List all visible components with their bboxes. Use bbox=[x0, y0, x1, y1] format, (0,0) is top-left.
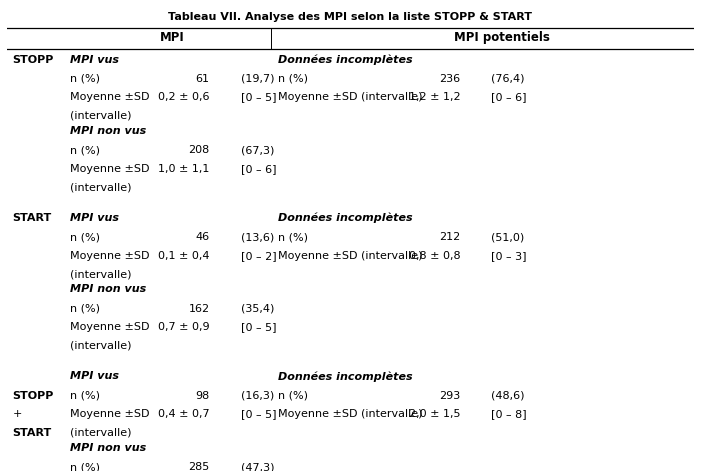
Text: Moyenne ±SD: Moyenne ±SD bbox=[70, 409, 150, 419]
Text: 162: 162 bbox=[189, 304, 210, 314]
Text: n (%): n (%) bbox=[278, 74, 308, 84]
Text: Données incomplètes: Données incomplètes bbox=[278, 371, 413, 382]
Text: MPI non vus: MPI non vus bbox=[70, 126, 147, 136]
Text: Données incomplètes: Données incomplètes bbox=[278, 213, 413, 223]
Text: (47,3): (47,3) bbox=[240, 462, 274, 471]
Text: (76,4): (76,4) bbox=[491, 74, 525, 84]
Text: (intervalle): (intervalle) bbox=[70, 341, 132, 351]
Text: Moyenne ±SD (intervalle): Moyenne ±SD (intervalle) bbox=[278, 409, 423, 419]
Text: (intervalle): (intervalle) bbox=[70, 428, 132, 438]
Text: (35,4): (35,4) bbox=[240, 304, 274, 314]
Text: (13,6): (13,6) bbox=[240, 232, 274, 242]
Text: n (%): n (%) bbox=[70, 146, 100, 155]
Text: MPI potentiels: MPI potentiels bbox=[454, 31, 550, 43]
Text: n (%): n (%) bbox=[70, 232, 100, 242]
Text: 0,7 ± 0,9: 0,7 ± 0,9 bbox=[158, 322, 210, 332]
Text: START: START bbox=[13, 428, 52, 438]
Text: 0,8 ± 0,8: 0,8 ± 0,8 bbox=[409, 251, 461, 261]
Text: Moyenne ±SD: Moyenne ±SD bbox=[70, 92, 150, 102]
Text: [0 – 6]: [0 – 6] bbox=[240, 164, 276, 174]
Text: [0 – 5]: [0 – 5] bbox=[240, 92, 276, 102]
Text: 285: 285 bbox=[189, 462, 210, 471]
Text: MPI vus: MPI vus bbox=[70, 55, 119, 65]
Text: MPI non vus: MPI non vus bbox=[70, 443, 147, 453]
Text: Données incomplètes: Données incomplètes bbox=[278, 55, 413, 65]
Text: [0 – 2]: [0 – 2] bbox=[240, 251, 276, 261]
Text: START: START bbox=[13, 213, 52, 223]
Text: n (%): n (%) bbox=[70, 462, 100, 471]
Text: 0,1 ± 0,4: 0,1 ± 0,4 bbox=[158, 251, 210, 261]
Text: +: + bbox=[13, 409, 22, 419]
Text: [0 – 5]: [0 – 5] bbox=[240, 409, 276, 419]
Text: MPI: MPI bbox=[160, 31, 184, 43]
Text: (16,3): (16,3) bbox=[240, 390, 274, 401]
Text: n (%): n (%) bbox=[70, 390, 100, 401]
Text: 208: 208 bbox=[189, 146, 210, 155]
Text: Moyenne ±SD: Moyenne ±SD bbox=[70, 251, 150, 261]
Text: Moyenne ±SD: Moyenne ±SD bbox=[70, 164, 150, 174]
Text: Moyenne ±SD (intervalle): Moyenne ±SD (intervalle) bbox=[278, 92, 423, 102]
Text: (19,7): (19,7) bbox=[240, 74, 274, 84]
Text: (intervalle): (intervalle) bbox=[70, 269, 132, 279]
Text: n (%): n (%) bbox=[278, 232, 308, 242]
Text: n (%): n (%) bbox=[70, 74, 100, 84]
Text: 61: 61 bbox=[196, 74, 210, 84]
Text: STOPP: STOPP bbox=[13, 390, 54, 401]
Text: [0 – 6]: [0 – 6] bbox=[491, 92, 527, 102]
Text: (51,0): (51,0) bbox=[491, 232, 524, 242]
Text: [0 – 5]: [0 – 5] bbox=[240, 322, 276, 332]
Text: 1,2 ± 1,2: 1,2 ± 1,2 bbox=[409, 92, 461, 102]
Text: 236: 236 bbox=[440, 74, 461, 84]
Text: 0,4 ± 0,7: 0,4 ± 0,7 bbox=[158, 409, 210, 419]
Text: (67,3): (67,3) bbox=[240, 146, 274, 155]
Text: n (%): n (%) bbox=[278, 390, 308, 401]
Text: 98: 98 bbox=[196, 390, 210, 401]
Text: [0 – 3]: [0 – 3] bbox=[491, 251, 527, 261]
Text: MPI non vus: MPI non vus bbox=[70, 284, 147, 294]
Text: 46: 46 bbox=[196, 232, 210, 242]
Text: STOPP: STOPP bbox=[13, 55, 54, 65]
Text: (48,6): (48,6) bbox=[491, 390, 525, 401]
Text: Tableau VII. Analyse des MPI selon la liste STOPP & START: Tableau VII. Analyse des MPI selon la li… bbox=[168, 12, 533, 22]
Text: 212: 212 bbox=[439, 232, 461, 242]
Text: 2,0 ± 1,5: 2,0 ± 1,5 bbox=[409, 409, 461, 419]
Text: Moyenne ±SD: Moyenne ±SD bbox=[70, 322, 150, 332]
Text: n (%): n (%) bbox=[70, 304, 100, 314]
Text: [0 – 8]: [0 – 8] bbox=[491, 409, 527, 419]
Text: Moyenne ±SD (intervalle): Moyenne ±SD (intervalle) bbox=[278, 251, 423, 261]
Text: (intervalle): (intervalle) bbox=[70, 182, 132, 193]
Text: MPI vus: MPI vus bbox=[70, 213, 119, 223]
Text: MPI vus: MPI vus bbox=[70, 371, 119, 381]
Text: 0,2 ± 0,6: 0,2 ± 0,6 bbox=[158, 92, 210, 102]
Text: 293: 293 bbox=[439, 390, 461, 401]
Text: (intervalle): (intervalle) bbox=[70, 111, 132, 121]
Text: 1,0 ± 1,1: 1,0 ± 1,1 bbox=[158, 164, 210, 174]
